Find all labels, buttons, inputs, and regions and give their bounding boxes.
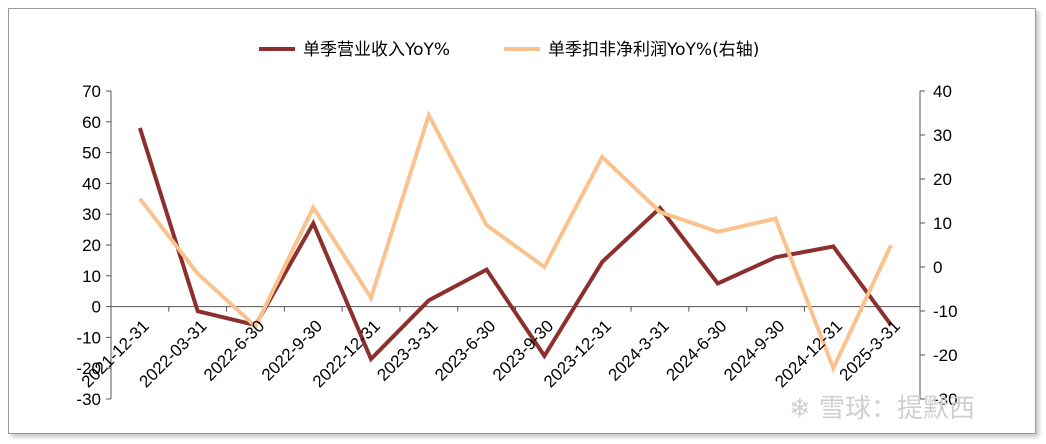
right-tick-label: 0 (933, 258, 942, 277)
x-tick-label: 2024-6-30 (662, 316, 730, 384)
x-tick-label: 2022-6-30 (200, 316, 268, 384)
series-profit-yoy-line (138, 110, 893, 374)
x-tick-label: 2025-3-31 (836, 316, 904, 384)
left-tick-label: -20 (76, 359, 101, 378)
x-tick-label: 2023-6-30 (431, 316, 499, 384)
left-tick-label: 50 (82, 144, 101, 163)
left-tick-label: 30 (82, 205, 101, 224)
left-tick-label: 40 (82, 174, 101, 193)
left-tick-label: 70 (82, 82, 101, 101)
x-tick-label: 2024-3-31 (605, 316, 673, 384)
series-layer (137, 110, 893, 374)
right-tick-label: 20 (933, 170, 952, 189)
line-chart: -30 -20 -10 0 10 20 30 40 50 60 70 -30 -20 -10 0 10 20 30… (76, 40, 975, 424)
left-tick-label: 60 (82, 113, 101, 132)
chart-frame: -30 -20 -10 0 10 20 30 40 50 60 70 -30 -20 -10 0 10 20 30… (8, 8, 1036, 434)
watermark: ❄ 雪球：提默西 (789, 394, 975, 424)
legend-revenue-label: 单季营业收入YoY% (303, 40, 450, 60)
watermark-logo-icon: ❄ (789, 394, 811, 424)
right-tick-label: -30 (933, 390, 958, 409)
left-tick-label: -10 (76, 328, 101, 347)
right-tick-label: -10 (933, 302, 958, 321)
legend: 单季营业收入YoY% 单季扣非净利润YoY%(右轴) (259, 40, 759, 60)
left-tick-label: 20 (82, 236, 101, 255)
left-tick-label: 0 (92, 298, 101, 317)
axes-layer: -30 -20 -10 0 10 20 30 40 50 60 70 -30 -20 -10 0 10 20 30… (76, 82, 957, 409)
right-tick-label: 30 (933, 126, 952, 145)
left-tick-label: 10 (82, 267, 101, 286)
right-tick-label: 10 (933, 214, 952, 233)
left-tick-label: -30 (76, 390, 101, 409)
watermark-text: 雪球：提默西 (819, 394, 975, 424)
right-tick-label: -20 (933, 346, 958, 365)
right-tick-label: 40 (933, 82, 952, 101)
x-tick-label: 2023-3-31 (373, 316, 441, 384)
legend-profit-label: 单季扣非净利润YoY%(右轴) (548, 40, 759, 60)
x-axis-labels: 2021-12-312022-03-312022-6-302022-9-3020… (78, 316, 904, 391)
